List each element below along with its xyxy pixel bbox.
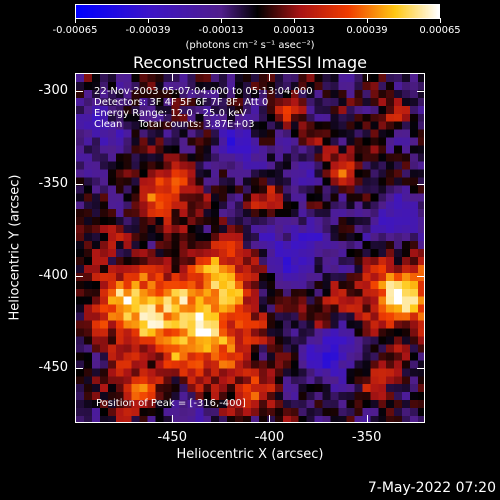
y-tick xyxy=(417,275,425,277)
y-tick xyxy=(417,183,425,185)
y-tick xyxy=(417,91,425,93)
rhessi-image-heatmap xyxy=(76,74,424,422)
info-clean-counts: Clean Total counts: 3.87E+03 xyxy=(94,119,255,130)
y-tick-label: -350 xyxy=(38,175,68,191)
x-tick xyxy=(269,415,271,423)
peak-position-label: Position of Peak = [-316,-400] xyxy=(96,398,246,409)
y-tick xyxy=(75,275,83,277)
x-tick xyxy=(172,73,174,81)
y-tick xyxy=(75,183,83,185)
colorbar-tick xyxy=(367,18,368,23)
timestamp: 7-May-2022 07:20 xyxy=(367,480,496,496)
colorbar-tick-label: 0.00039 xyxy=(346,25,388,36)
colorbar-units-label: (photons cm⁻² s⁻¹ asec⁻²) xyxy=(185,40,315,51)
colorbar-tick xyxy=(294,18,295,23)
colorbar-tick-label: 0.00013 xyxy=(273,25,315,36)
info-detectors: Detectors: 3F 4F 5F 6F 7F 8F, Att 0 xyxy=(94,97,269,108)
y-axis-label: Heliocentric Y (arcsec) xyxy=(7,174,23,321)
colorbar-tick xyxy=(148,18,149,23)
y-tick-label: -400 xyxy=(38,267,68,283)
y-tick-label: -300 xyxy=(38,83,68,99)
colorbar-tick-label: 0.00065 xyxy=(419,25,461,36)
x-tick xyxy=(269,73,271,81)
info-energy-range: Energy Range: 12.0 - 25.0 keV xyxy=(94,108,247,119)
colorbar-tick-label: -0.00039 xyxy=(125,25,171,36)
info-time-range: 22-Nov-2003 05:07:04.000 to 05:13:04.000 xyxy=(94,86,313,97)
colorbar-tick xyxy=(221,18,222,23)
x-tick xyxy=(366,73,368,81)
plot-title: Reconstructed RHESSI Image xyxy=(133,53,367,72)
x-tick-label: -400 xyxy=(254,430,285,445)
y-tick xyxy=(75,91,83,93)
x-tick-label: -350 xyxy=(351,430,382,445)
y-tick xyxy=(75,367,83,369)
x-axis-label: Heliocentric X (arcsec) xyxy=(176,447,324,462)
x-tick xyxy=(172,415,174,423)
colorbar-tick xyxy=(440,18,441,23)
colorbar-tick-label: -0.00065 xyxy=(52,25,98,36)
colorbar-tick xyxy=(75,18,76,23)
y-tick xyxy=(417,367,425,369)
colorbar xyxy=(75,4,440,19)
colorbar-tick-label: -0.00013 xyxy=(198,25,244,36)
x-tick xyxy=(366,415,368,423)
x-tick-label: -450 xyxy=(157,430,187,445)
y-tick-label: -450 xyxy=(38,359,68,375)
plot-area: 22-Nov-2003 05:07:04.000 to 05:13:04.000… xyxy=(75,73,425,423)
